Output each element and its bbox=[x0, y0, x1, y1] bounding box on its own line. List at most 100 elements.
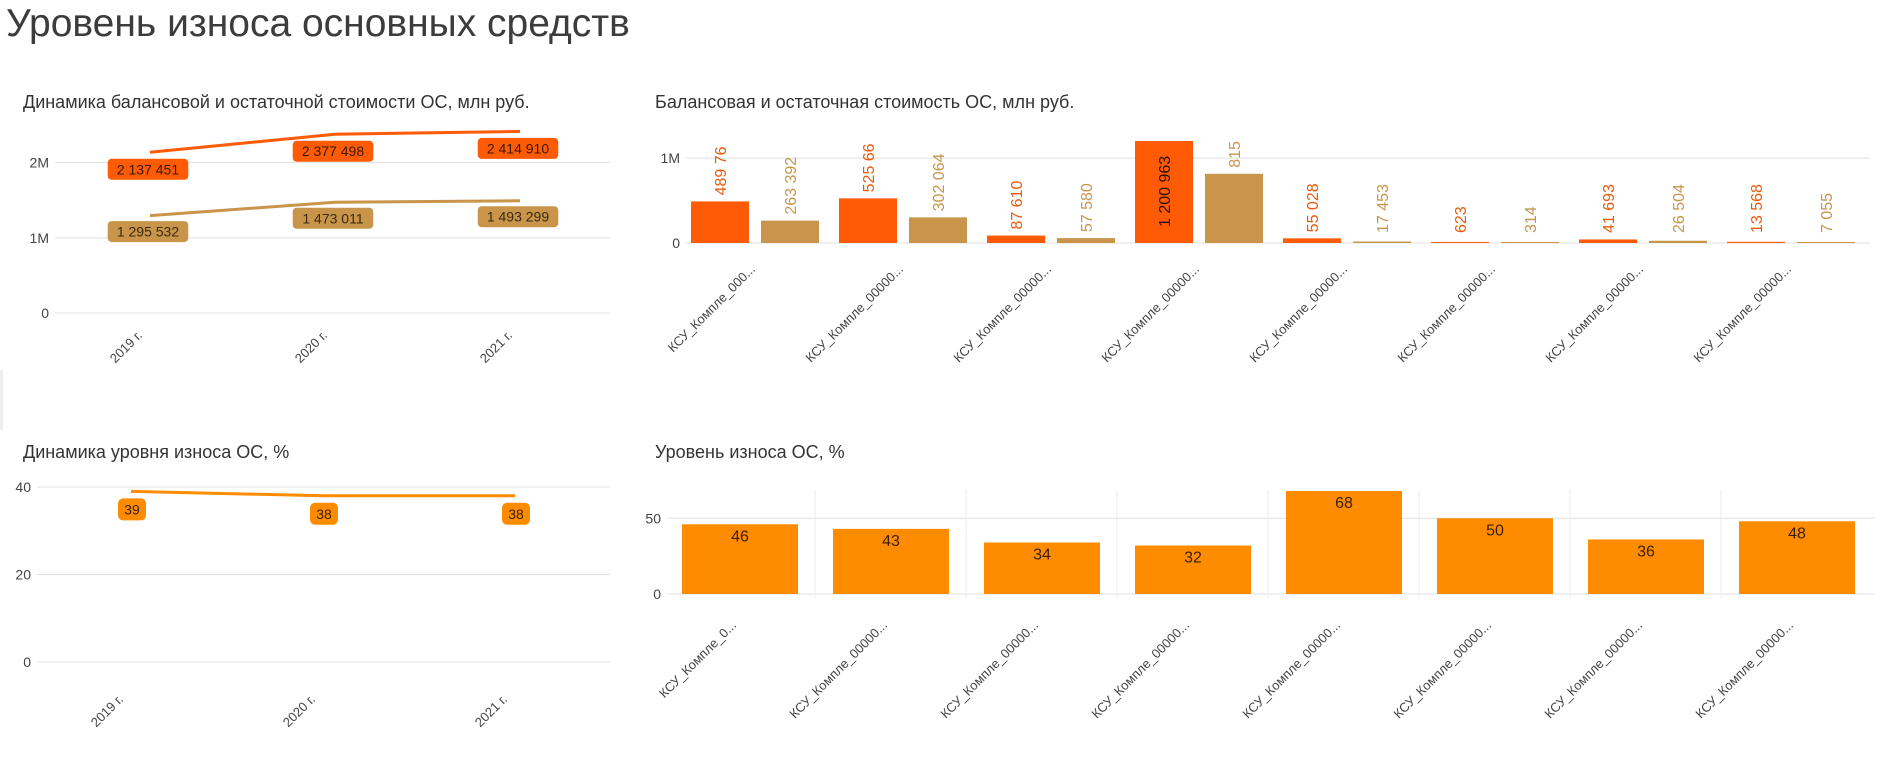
value-bars-s1-bar-4 bbox=[1353, 241, 1411, 243]
value-dynamics-s0-label-1-badge bbox=[292, 140, 374, 162]
value-dynamics-ytick-1: 1M bbox=[30, 230, 49, 246]
wear-bars-xtick-4: КСУ_Компле_00000... bbox=[1239, 618, 1343, 722]
value-bars-xtick-5: КСУ_Компле_00000... bbox=[1394, 262, 1498, 366]
wear-bars-xtick-6: КСУ_Компле_00000... bbox=[1541, 618, 1645, 722]
wear-dynamics-label-2-badge bbox=[502, 502, 530, 525]
wear-bars-label-7: 48 bbox=[1788, 525, 1806, 542]
value-bars-s0-label-7: 13 568 bbox=[1749, 184, 1766, 233]
value-bars-s0-bar-3 bbox=[1135, 141, 1193, 243]
wear-dynamics-xtick-1: 2020 г. bbox=[280, 692, 318, 730]
value-bars-s1-label-7: 7 055 bbox=[1819, 193, 1836, 233]
wear-bars-label-1: 43 bbox=[882, 533, 900, 550]
value-dynamics-s1-label-2-badge bbox=[477, 206, 559, 228]
value-dynamics-ytick-2: 2M bbox=[30, 155, 49, 171]
value-bars-xtick-4: КСУ_Компле_00000... bbox=[1246, 262, 1350, 366]
value-dynamics-ytick-0: 0 bbox=[41, 305, 49, 321]
value-bars-ytick-0: 0 bbox=[672, 235, 680, 251]
value-bars-s1-bar-7 bbox=[1797, 242, 1855, 243]
value-bars-s1-bar-2 bbox=[1057, 238, 1115, 243]
chart-title-value-dynamics: Динамика балансовой и остаточной стоимос… bbox=[23, 92, 530, 112]
wear-bars-bar-4 bbox=[1286, 491, 1402, 594]
wear-bars-bar-1 bbox=[833, 528, 949, 594]
value-bars-s1-bar-0 bbox=[761, 220, 819, 243]
value-bars-xtick-1: КСУ_Компле_00000... bbox=[802, 262, 906, 366]
value-bars-s1-bar-1 bbox=[909, 217, 967, 243]
wear-dynamics-label-0: 39 bbox=[124, 501, 140, 517]
wear-dynamics-ytick-1: 20 bbox=[15, 567, 31, 583]
value-dynamics-s0-label-2: 2 414 910 bbox=[487, 140, 549, 156]
value-bars-s0-label-0: 489 76 bbox=[713, 146, 730, 195]
value-bars-s1-label-5: 314 bbox=[1523, 206, 1540, 233]
value-dynamics-s1-label-1-badge bbox=[292, 207, 374, 229]
wear-bars-xtick-0: КСУ_Компле_0... bbox=[656, 618, 739, 701]
value-bars-s0-label-1: 525 66 bbox=[861, 143, 878, 192]
value-bars-ytick-1: 1M bbox=[661, 150, 680, 166]
value-bars-s1-bar-6 bbox=[1649, 240, 1707, 243]
chart-title-wear-by-object: Уровень износа ОС, % bbox=[655, 442, 845, 462]
wear-bars-bar-2 bbox=[984, 542, 1100, 594]
wear-dynamics-label-1: 38 bbox=[316, 506, 332, 522]
value-bars-xtick-7: КСУ_Компле_00000... bbox=[1690, 262, 1794, 366]
wear-dynamics-ytick-2: 40 bbox=[15, 479, 31, 495]
page-title: Уровень износа основных средств bbox=[6, 2, 630, 45]
value-bars-s0-label-4: 55 028 bbox=[1305, 183, 1322, 232]
value-dynamics-s1-label-2: 1 493 299 bbox=[487, 209, 549, 225]
value-bars-s0-bar-5 bbox=[1431, 242, 1489, 243]
value-bars-s0-bar-6 bbox=[1579, 239, 1637, 243]
value-bars-s1-bar-3 bbox=[1205, 173, 1263, 243]
value-dynamics-s1-label-0-badge bbox=[107, 221, 189, 243]
wear-bars-xtick-2: КСУ_Компле_00000... bbox=[937, 618, 1041, 722]
panel-edge-divider bbox=[0, 370, 3, 430]
value-dynamics-series-0-line bbox=[149, 129, 521, 154]
wear-bars-bar-6 bbox=[1588, 539, 1704, 594]
value-bars-s0-label-2: 87 610 bbox=[1009, 181, 1026, 230]
value-bars-s1-label-2: 57 580 bbox=[1079, 183, 1096, 232]
value-bars-s1-bar-5 bbox=[1501, 242, 1559, 243]
value-dynamics-xtick-2: 2021 г. bbox=[477, 328, 515, 366]
wear-bars-xtick-7: КСУ_Компле_00000... bbox=[1692, 618, 1796, 722]
value-bars-s1-label-4: 17 453 bbox=[1375, 184, 1392, 233]
value-bars-s1-label-3: 815 bbox=[1227, 141, 1244, 168]
value-dynamics-s1-label-1: 1 473 011 bbox=[302, 210, 363, 226]
wear-bars-xtick-1: КСУ_Компле_00000... bbox=[786, 618, 890, 722]
value-bars-s0-bar-7 bbox=[1727, 241, 1785, 243]
wear-bars-bar-5 bbox=[1437, 518, 1553, 594]
wear-bars-bar-0 bbox=[682, 524, 798, 594]
wear-bars-label-3: 32 bbox=[1184, 550, 1202, 567]
value-dynamics-xtick-1: 2020 г. bbox=[292, 328, 330, 366]
chart-title-wear-dynamics: Динамика уровня износа ОС, % bbox=[23, 442, 290, 462]
wear-bars-label-4: 68 bbox=[1335, 495, 1353, 512]
value-dynamics-s0-label-1: 2 377 498 bbox=[302, 143, 364, 159]
wear-bars-xtick-3: КСУ_Компле_00000... bbox=[1088, 618, 1192, 722]
wear-bars-xtick-5: КСУ_Компле_00000... bbox=[1390, 618, 1494, 722]
wear-bars-label-5: 50 bbox=[1486, 522, 1504, 539]
wear-dynamics-series-line bbox=[130, 489, 515, 498]
value-bars-xtick-2: КСУ_Компле_00000... bbox=[950, 262, 1054, 366]
value-dynamics-xtick-0: 2019 г. bbox=[107, 328, 145, 366]
value-bars-xtick-3: КСУ_Компле_00000... bbox=[1098, 262, 1202, 366]
wear-bars-label-0: 46 bbox=[731, 528, 749, 545]
value-bars-s1-label-1: 302 064 bbox=[931, 153, 948, 211]
wear-dynamics-label-1-badge bbox=[310, 502, 338, 525]
wear-dynamics-xtick-0: 2019 г. bbox=[88, 692, 126, 730]
value-bars-s0-label-6: 41 693 bbox=[1601, 184, 1618, 233]
wear-bars-label-6: 36 bbox=[1637, 543, 1655, 560]
value-bars-s0-bar-1 bbox=[839, 198, 897, 243]
value-bars-s1-label-6: 26 504 bbox=[1671, 184, 1688, 233]
wear-bars-ytick-1: 50 bbox=[645, 510, 661, 526]
wear-dynamics-ytick-0: 0 bbox=[23, 654, 31, 670]
wear-bars-bar-7 bbox=[1739, 521, 1855, 594]
wear-bars-label-2: 34 bbox=[1033, 547, 1051, 564]
value-bars-s0-bar-4 bbox=[1283, 238, 1341, 243]
wear-bars-bar-3 bbox=[1135, 545, 1251, 594]
wear-dynamics-label-2: 38 bbox=[508, 506, 524, 522]
chart-title-value-by-object: Балансовая и остаточная стоимость ОС, мл… bbox=[655, 92, 1075, 112]
value-dynamics-s1-label-0: 1 295 532 bbox=[117, 224, 179, 240]
value-bars-s0-label-3: 1 200 963 bbox=[1157, 156, 1174, 227]
wear-dynamics-label-0-badge bbox=[118, 498, 146, 521]
wear-dynamics-xtick-2: 2021 г. bbox=[472, 692, 510, 730]
value-bars-s0-bar-2 bbox=[987, 235, 1045, 243]
value-bars-xtick-6: КСУ_Компле_00000... bbox=[1542, 262, 1646, 366]
value-dynamics-s0-label-0: 2 137 451 bbox=[117, 161, 179, 177]
